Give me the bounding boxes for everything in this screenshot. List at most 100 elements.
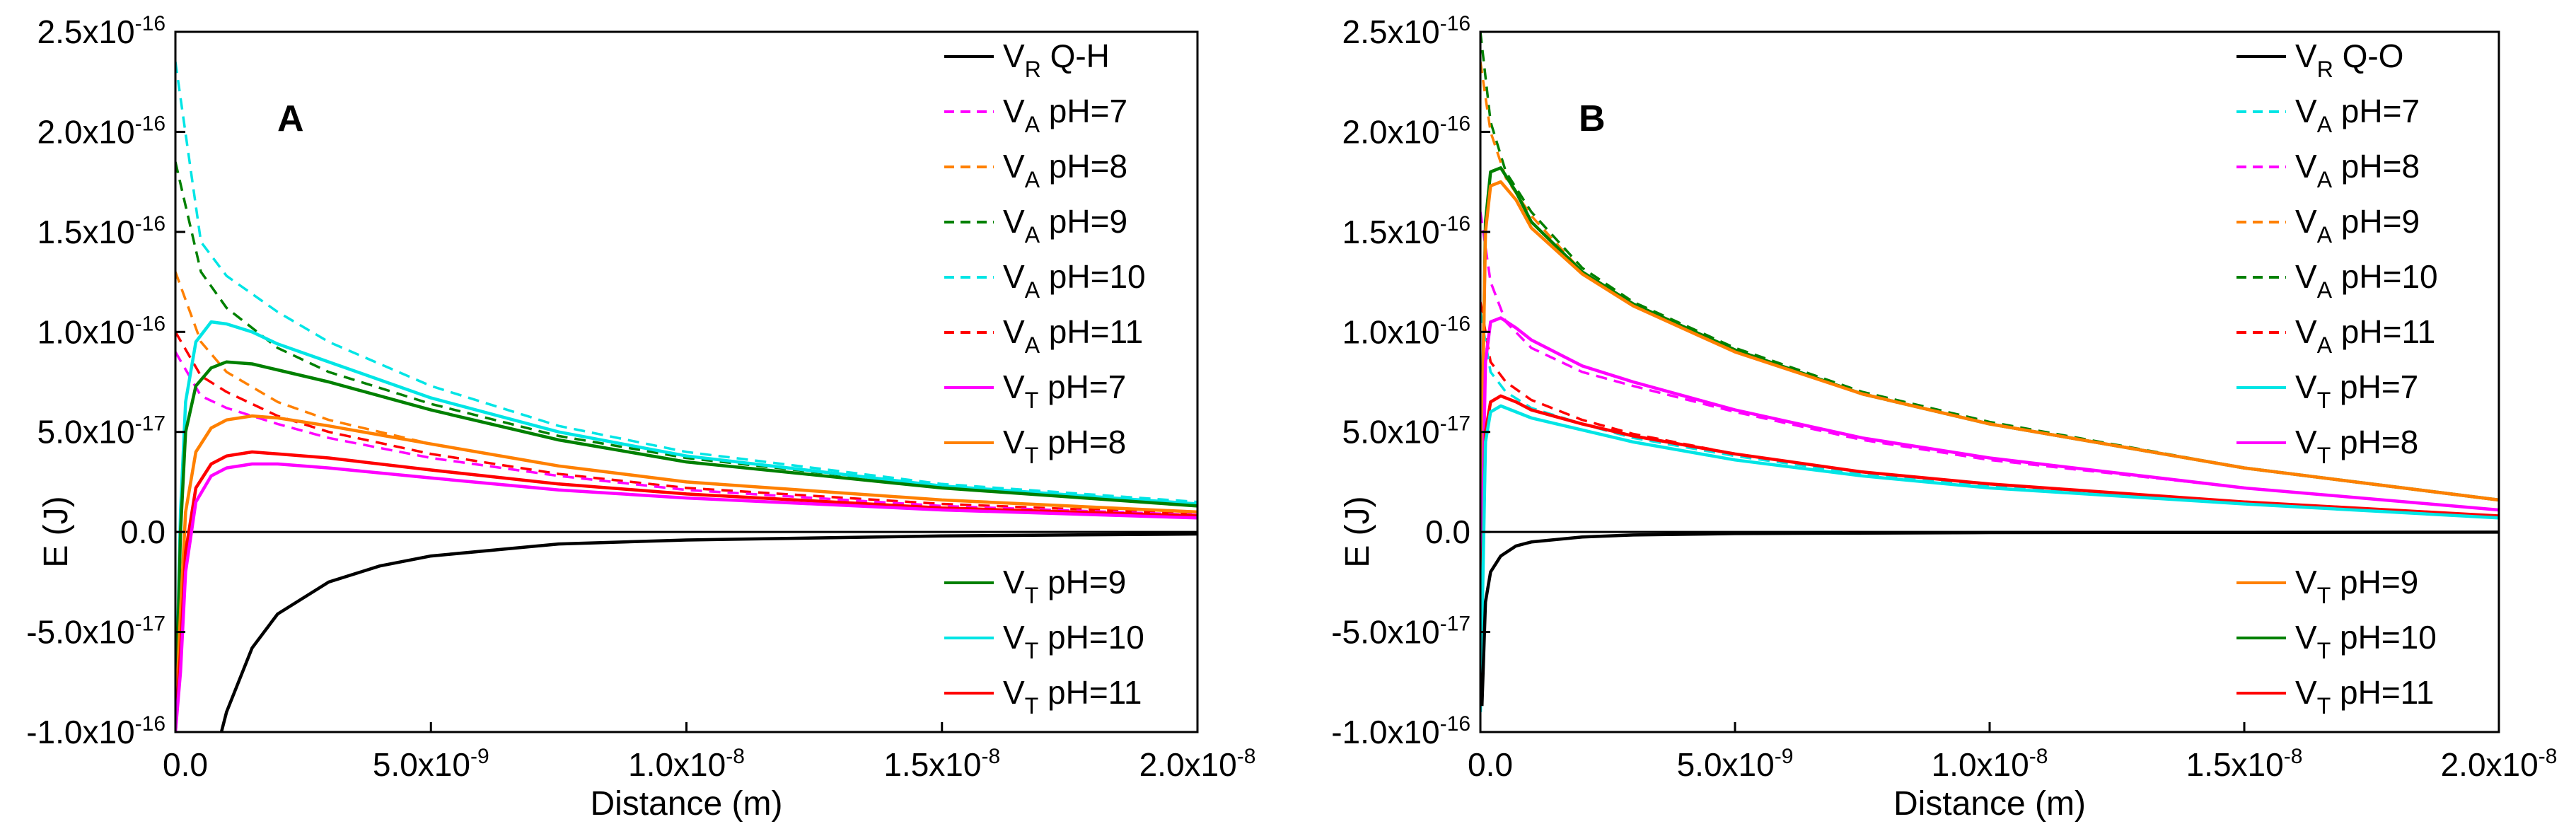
y-tick-label-mantissa: 0.0	[120, 513, 166, 550]
series-line-vr-q-o	[1480, 530, 2499, 707]
series-line-vt-ph-7	[175, 462, 1197, 732]
legend-item-label-sub: T	[1025, 693, 1039, 719]
series-line-vt-ph-8	[175, 414, 1197, 732]
panel-a: 2.5x10-162.0x10-161.5x10-161.0x10-165.0x…	[26, 12, 1255, 823]
legend-item-label-sub: A	[2317, 277, 2333, 303]
y-tick-label-exponent: -16	[1440, 12, 1470, 35]
legend-item-label-rest: pH=10	[2331, 619, 2437, 656]
legend-item-label-main: V	[2295, 313, 2317, 350]
x-tick-label-mantissa: 1.0x10	[628, 746, 726, 783]
y-tick-label: 1.5x10-16	[37, 212, 166, 250]
legend-item-label: VT pH=11	[1003, 674, 1142, 719]
x-tick-label-exponent: -8	[2284, 745, 2303, 768]
legend-item-label-main: V	[2295, 424, 2317, 460]
y-tick-label: 2.5x10-16	[37, 12, 166, 50]
legend-item-label-sub: A	[2317, 112, 2333, 137]
series-line-vt-ph-11	[175, 450, 1197, 732]
legend-item-label-sub: A	[1025, 332, 1040, 358]
legend-item-label-main: V	[1003, 93, 1025, 129]
series-line-va-ph-7	[175, 351, 1197, 516]
y-tick-label-exponent: -16	[135, 712, 166, 736]
x-tick-label: 0.0	[163, 746, 208, 783]
x-tick-label-mantissa: 2.0x10	[2441, 746, 2539, 783]
legend-item-label-sub: A	[2317, 222, 2333, 248]
x-tick-label: 2.0x10-8	[1139, 745, 1256, 783]
y-tick-label: 2.0x10-16	[37, 112, 166, 150]
legend-item-label: VT pH=7	[1003, 368, 1126, 413]
legend-item-label-main: V	[1003, 148, 1025, 185]
y-tick-label-mantissa: 5.0x10	[37, 414, 135, 451]
legend-item-label: VA pH=8	[1003, 148, 1127, 192]
series-line-vt-ph-11	[1480, 394, 2499, 692]
x-tick-label: 0.0	[1468, 746, 1513, 783]
y-tick-label-exponent: -16	[135, 212, 166, 236]
legend-item: VR Q-H	[944, 37, 1110, 82]
legend-item-label-sub: T	[2317, 693, 2331, 719]
y-tick-label-mantissa: 1.0x10	[37, 313, 135, 350]
legend-item-label-main: V	[1003, 424, 1025, 460]
y-tick-label-mantissa: 1.5x10	[1342, 214, 1440, 250]
legend-item: VT pH=9	[2236, 564, 2418, 608]
legend-item-label-sub: T	[2317, 638, 2331, 663]
panel-letter: B	[1579, 98, 1606, 139]
legend-item-label: VA pH=9	[1003, 203, 1127, 248]
series-group	[1480, 32, 2499, 712]
legend-item-label-main: V	[2295, 37, 2317, 74]
legend-item-label-main: V	[2295, 619, 2317, 656]
legend-item-label-rest: pH=9	[2332, 203, 2420, 240]
series-line-va-ph-10	[175, 62, 1197, 504]
legend-item-label: VA pH=11	[1003, 313, 1143, 358]
y-tick-label-mantissa: -5.0x10	[1331, 614, 1439, 651]
y-tick-label-exponent: -17	[135, 412, 166, 436]
legend-item-label: VT pH=10	[1003, 619, 1144, 663]
legend-item-label: VA pH=10	[2295, 258, 2438, 303]
series-group	[175, 62, 1197, 732]
legend-item-label-main: V	[1003, 258, 1025, 295]
x-tick-label-exponent: -8	[1237, 745, 1256, 768]
legend-item-label: VR Q-O	[2295, 37, 2403, 82]
x-tick-label: 5.0x10-9	[373, 745, 489, 783]
legend-item-label-sub: T	[1025, 388, 1039, 413]
legend-item-label-rest: pH=11	[1038, 674, 1142, 711]
legend-item-label: VT pH=7	[2295, 368, 2418, 413]
y-tick-label-exponent: -16	[1440, 112, 1470, 135]
legend-item-label-rest: pH=9	[1038, 564, 1126, 600]
legend-item-label-rest: pH=8	[2331, 424, 2418, 460]
legend-item-label: VT pH=11	[2295, 674, 2434, 719]
legend-item-label: VT pH=9	[1003, 564, 1126, 608]
y-tick-label: 1.0x10-16	[1342, 312, 1470, 350]
y-tick-label: -1.0x10-16	[26, 712, 166, 750]
legend-item-label-main: V	[2295, 203, 2317, 240]
legend-item-label-rest: pH=10	[2332, 258, 2438, 295]
y-tick-label-mantissa: 0.0	[1425, 513, 1470, 550]
legend-item-label: VA pH=11	[2295, 313, 2435, 358]
y-tick-label: 5.0x10-17	[37, 412, 166, 451]
legend-item: VA pH=11	[944, 313, 1143, 358]
legend-item: VT pH=7	[2236, 368, 2418, 413]
legend-item-label-rest: pH=7	[2332, 93, 2420, 129]
legend-item-label-rest: pH=11	[2331, 674, 2434, 711]
legend-item-label-rest: pH=8	[2332, 148, 2420, 185]
series-line-vr-q-h	[219, 532, 1197, 732]
y-tick-label: -5.0x10-17	[26, 613, 166, 651]
legend-item-label: VA pH=9	[2295, 203, 2420, 248]
legend-item-label-main: V	[1003, 37, 1025, 74]
legend-item-label-main: V	[1003, 313, 1025, 350]
y-tick-label-mantissa: -1.0x10	[1331, 714, 1439, 750]
legend-item-label-sub: T	[2317, 388, 2331, 413]
y-tick-label-mantissa: 2.5x10	[1342, 13, 1440, 50]
legend-item-label: VA pH=7	[1003, 93, 1127, 137]
y-tick-label-exponent: -16	[135, 312, 166, 335]
x-tick-label-mantissa: 2.0x10	[1139, 746, 1237, 783]
legend-item-label-rest: pH=10	[1038, 619, 1144, 656]
x-tick-label-mantissa: 5.0x10	[1677, 746, 1775, 783]
legend-item-label: VA pH=7	[2295, 93, 2420, 137]
legend-item: VT pH=8	[944, 424, 1126, 468]
y-tick-label-exponent: -17	[135, 613, 166, 636]
legend-item-label-main: V	[2295, 258, 2317, 295]
x-tick-label-mantissa: 0.0	[163, 746, 208, 783]
x-tick-label-exponent: -9	[1775, 745, 1794, 768]
legend-item: VT pH=10	[2236, 619, 2437, 663]
legend-item: VA pH=9	[2236, 203, 2420, 248]
